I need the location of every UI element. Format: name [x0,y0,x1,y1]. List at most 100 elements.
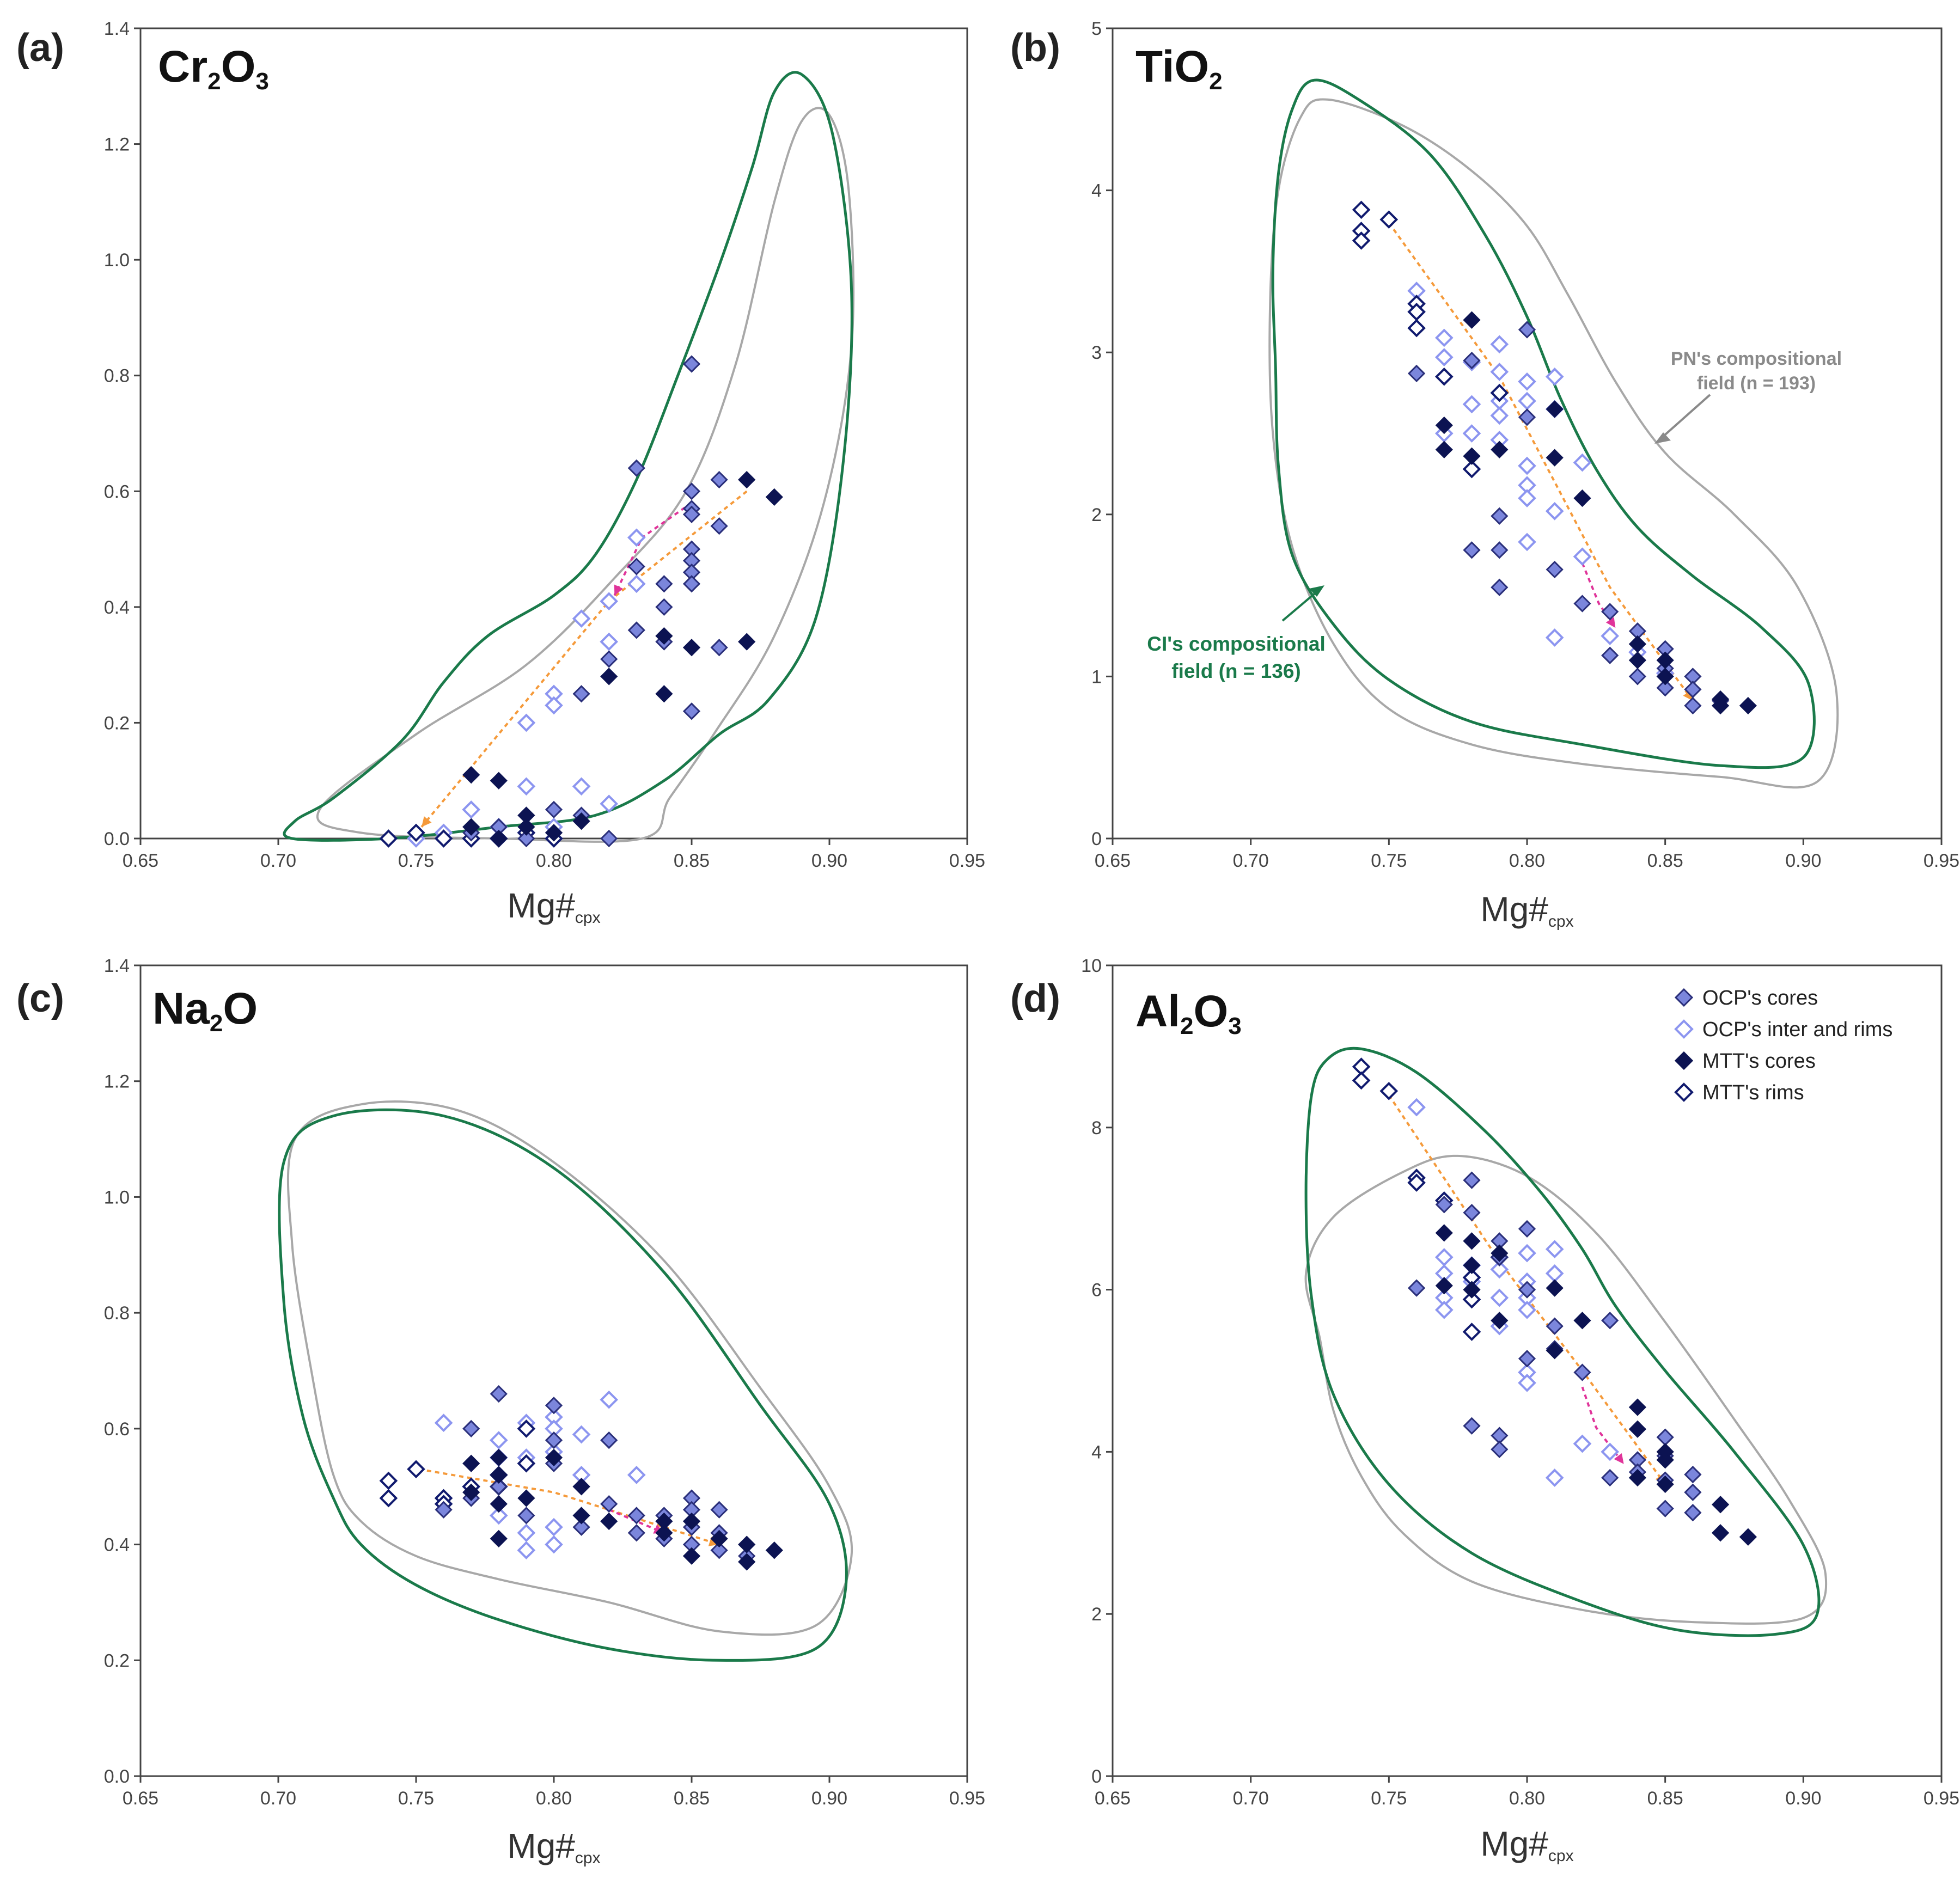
mtt-core-point [572,1478,590,1496]
ocp-core-point [600,650,618,668]
panel-c-na2o: 0.65 0.70 0.75 0.80 0.85 0.90 0.95 0.0 0.2 0.4 0.6… [16,956,985,1867]
ocp-core-point [545,1397,563,1415]
title-sub1: 2 [210,1010,223,1037]
mtt-core-point [1711,696,1730,715]
ocp-rim-point [1490,1288,1509,1307]
ocp-core-point [1518,321,1536,339]
x-tick-label: 0.70 [1233,1788,1269,1809]
y-tick-label: 0.6 [104,1419,130,1440]
x-axis-label: Mg#cpx [1480,1824,1573,1865]
mtt-core-point [1628,1420,1647,1438]
mtt-core-point [1491,1312,1509,1330]
ocp-core-point [682,575,701,593]
ocp-rim-point [1434,348,1454,366]
trend-arrow-magenta [613,501,693,596]
ocp-core-point [1463,1203,1481,1222]
ocp-rim-point [489,1506,508,1525]
title-sub2: 3 [1228,1013,1241,1039]
plot-frame [139,964,968,1777]
mtt-rim-point [1407,319,1426,338]
ocp-core-point [1684,1503,1702,1522]
x-tick-label: 0.90 [1785,1788,1821,1809]
x-tick-label: 0.85 [674,1788,710,1809]
mtt-core-point [1463,1232,1481,1250]
ocp-rim-point [1601,627,1620,645]
ocp-core-point [1518,408,1536,426]
ocp-core-point [710,1541,728,1559]
mtt-core-point [1573,489,1591,507]
mtt-rim-point [379,1471,398,1490]
ocp-rim-point [1518,1300,1536,1319]
legend-label: OCP's cores [1702,987,1818,1009]
y-tick-label: 0.8 [104,1303,130,1324]
mtt-core-point [738,470,756,489]
title-main: Na [152,984,210,1033]
mtt-core-point [490,829,508,848]
ocp-core-point [627,1524,645,1542]
mtt-rim-point [517,1454,536,1473]
mtt-core-point [1739,696,1757,715]
mtt-core-point [1546,449,1564,467]
ocp-core-point [710,1501,728,1519]
ocp-rim-point [1545,1240,1564,1259]
mtt-core-point [600,668,618,686]
mtt-rim-point [434,829,453,848]
pn-field-annotation: PN's compositional field (n = 193) [1654,348,1842,444]
ci-field-label-line1: CI's compositional [1147,633,1325,655]
mtt-rim-point [1462,1323,1481,1341]
title-main: Al [1135,987,1180,1036]
mtt-cores-marker-icon [1674,1051,1694,1070]
x-axis-label: Mg#cpx [507,1826,600,1867]
mtt-rim-point [1352,231,1371,250]
title-sub1: 2 [1180,1013,1193,1039]
ocp-core-point [627,558,645,576]
mtt-core-point [490,1466,508,1484]
ocp-core-point [1684,696,1702,715]
ocp-rim-point [1573,547,1592,566]
ocp-rim-point [600,794,619,813]
ocp-rim-point [1462,395,1481,414]
pn-field-label-line1: PN's compositional [1671,348,1842,369]
ocp-core-point [1518,1281,1536,1299]
ocp-core-point [1491,541,1509,559]
ocp-core-point [462,1419,480,1438]
ocp-core-point [1601,646,1619,664]
ocp-core-point [1407,1279,1426,1297]
ocp-rim-point [489,1431,508,1449]
x-tick-label: 0.70 [1233,850,1269,871]
y-tick-label: 0.2 [104,1650,130,1671]
y-tick-label: 0.4 [104,597,130,618]
x-tick-label: 0.80 [1509,1788,1545,1809]
x-tick-label: 0.90 [1785,850,1821,871]
mtt-core-point [1435,440,1453,458]
ocp-core-point [655,598,673,616]
x-tick-label: 0.75 [398,850,434,871]
ci-compositional-field [1271,78,1816,769]
ocp-core-point [1463,541,1481,559]
ocp-core-point [1435,1196,1453,1214]
mtt-rim-point [379,829,398,848]
ocp-core-point [655,575,673,593]
pn-compositional-field [286,1100,853,1636]
trend-arrow-orange [420,490,748,828]
ocp-core-point [435,1501,453,1519]
mtt-core-point [655,627,673,645]
ocp-core-point [600,1431,618,1449]
panel-title: Cr2O3 [158,42,269,95]
mtt-core-point [490,772,508,790]
ocp-rim-point [1490,335,1509,354]
ocp-core-point [545,1431,563,1449]
legend-item-ocp-cores: OCP's cores [1674,987,1818,1009]
x-tick-label: 0.75 [398,1788,434,1809]
mtt-core-point [1711,1524,1730,1542]
ocp-core-point [600,1495,618,1513]
y-tick-label: 8 [1091,1118,1102,1139]
ocp-core-point [572,1518,590,1536]
x-tick-label: 0.80 [1509,850,1545,871]
x-tick-label: 0.90 [811,1788,847,1809]
panel-label: (a) [16,26,64,70]
x-tick-label: 0.70 [260,850,296,871]
pn-field-arrowhead [1654,432,1671,444]
